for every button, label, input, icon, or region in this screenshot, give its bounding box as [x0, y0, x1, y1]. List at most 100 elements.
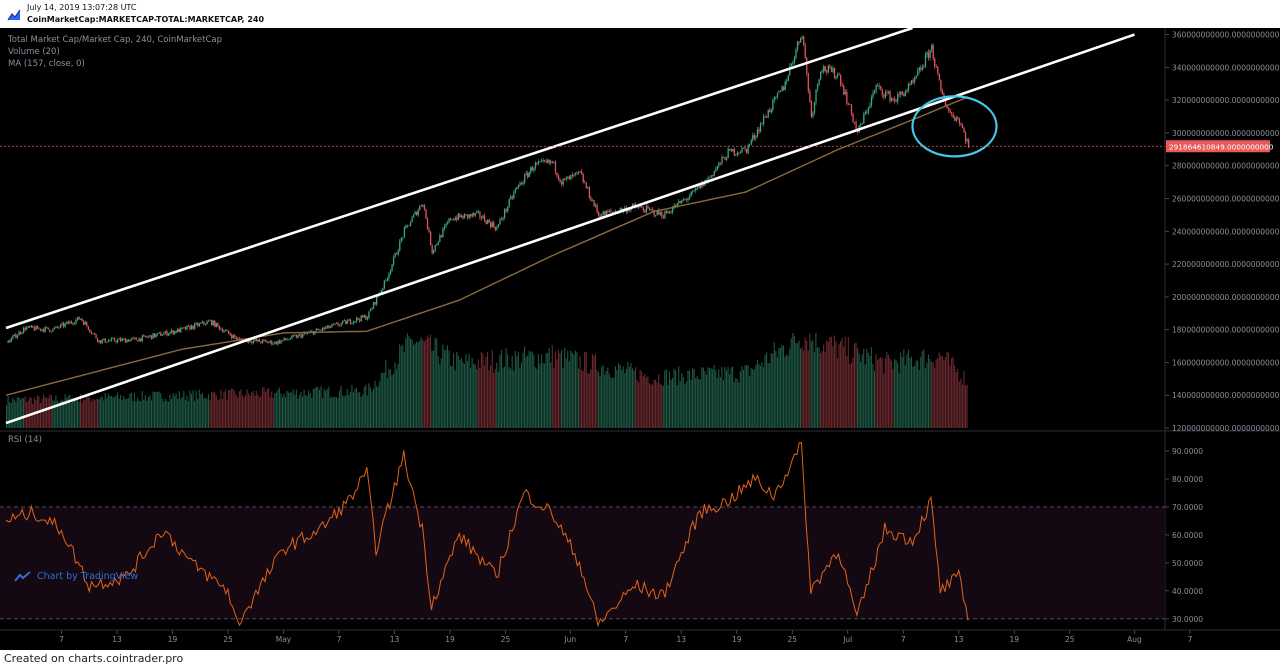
- candle-body: [727, 148, 729, 159]
- time-tick-label: Jul: [842, 635, 852, 644]
- candle-body: [206, 321, 208, 325]
- candle-body: [786, 81, 788, 82]
- volume-bar: [830, 336, 832, 428]
- candle-body: [590, 197, 592, 201]
- candle-body: [63, 323, 65, 327]
- volume-bar: [184, 399, 186, 428]
- candle-body: [320, 329, 322, 331]
- volume-bar: [853, 343, 856, 428]
- volume-bar: [875, 354, 877, 428]
- volume-bar: [556, 359, 558, 428]
- candle-body: [289, 338, 291, 340]
- volume-bar: [454, 370, 456, 428]
- volume-bar: [348, 394, 350, 428]
- candle-body: [798, 41, 800, 43]
- volume-bar: [840, 341, 842, 428]
- candle-body: [517, 184, 520, 188]
- candle-body: [647, 206, 649, 208]
- candle-body: [729, 148, 731, 150]
- volume-bar: [434, 338, 436, 428]
- volume-bar: [561, 349, 563, 428]
- volume-bar: [268, 388, 270, 428]
- volume-bar: [175, 393, 177, 428]
- candle-body: [873, 90, 876, 93]
- candle-body: [26, 327, 28, 330]
- volume-bar: [86, 396, 88, 428]
- candle-body: [917, 70, 919, 76]
- candle-body: [721, 156, 723, 164]
- price-tick-label: 260000000000.0000000000: [1172, 194, 1280, 203]
- volume-bar: [846, 356, 848, 428]
- chart-area[interactable]: 291864610849.0000000000 360000000000.0000…: [0, 28, 1280, 650]
- volume-bar: [702, 367, 704, 428]
- candle-body: [120, 338, 122, 341]
- tradingview-watermark[interactable]: Chart by TradingView: [14, 571, 138, 582]
- time-tick-label: 25: [1065, 635, 1075, 644]
- candle-body: [968, 139, 970, 148]
- candle-body: [476, 211, 478, 214]
- candle-body: [806, 58, 808, 74]
- legend-volume: Volume (20): [8, 47, 60, 57]
- candle-body: [90, 332, 93, 334]
- volume-bar: [713, 364, 715, 428]
- volume-bar: [302, 396, 304, 428]
- candle-body: [809, 90, 811, 102]
- candle-body: [297, 334, 299, 338]
- candle-body: [735, 154, 737, 156]
- candle-body: [19, 331, 22, 334]
- candle-body: [564, 178, 566, 180]
- candle-body: [406, 225, 409, 227]
- candle-body: [886, 92, 888, 94]
- price-tick-label: 140000000000.0000000000: [1172, 391, 1280, 400]
- candle-body: [459, 213, 461, 218]
- time-tick-label: 7: [337, 635, 342, 644]
- volume-bar: [507, 354, 509, 428]
- volume-bar: [784, 356, 786, 428]
- volume-bar: [238, 391, 240, 428]
- candle-body: [571, 174, 574, 176]
- volume-bar: [488, 370, 490, 428]
- volume-bar: [520, 362, 523, 428]
- volume-bar: [220, 389, 222, 428]
- candle-body: [294, 335, 296, 337]
- candle-body: [474, 213, 476, 216]
- volume-bar: [314, 388, 316, 428]
- candle-body: [525, 173, 527, 175]
- candle-body: [61, 323, 63, 325]
- candle-body: [645, 206, 648, 213]
- volume-bar: [69, 394, 71, 428]
- volume-bar: [172, 393, 174, 428]
- volume-bar: [964, 385, 967, 428]
- candle-body: [269, 340, 271, 343]
- last-price-label: 291864610849.0000000000: [1169, 142, 1274, 151]
- volume-bar: [611, 378, 613, 428]
- volume-bar: [636, 379, 638, 428]
- candle-body: [232, 335, 234, 338]
- volume-bar: [755, 365, 757, 428]
- chart-canvas[interactable]: 291864610849.0000000000 360000000000.0000…: [0, 28, 1280, 650]
- candle-body: [479, 211, 481, 218]
- candle-body: [286, 339, 288, 341]
- candle-body: [369, 309, 372, 312]
- volume-bar: [143, 399, 145, 428]
- volume-bar: [852, 357, 854, 428]
- volume-bar: [56, 400, 58, 428]
- candle-body: [687, 198, 689, 201]
- candle-body: [940, 80, 942, 92]
- volume-bar: [413, 344, 415, 428]
- volume-bar: [758, 363, 760, 428]
- volume-bar: [929, 359, 931, 428]
- rsi-tick-label: 70.0000: [1172, 503, 1203, 512]
- candle-body: [200, 323, 202, 324]
- candle-body: [769, 109, 771, 112]
- candle-body: [170, 330, 173, 333]
- candle-body: [263, 339, 265, 341]
- volume-bar: [459, 360, 461, 428]
- candle-body: [826, 70, 828, 73]
- candle-body: [164, 331, 167, 334]
- volume-bar: [696, 375, 698, 428]
- volume-bar: [325, 390, 327, 428]
- candle-body: [528, 172, 530, 178]
- candle-body: [277, 340, 279, 345]
- candle-body: [823, 66, 825, 72]
